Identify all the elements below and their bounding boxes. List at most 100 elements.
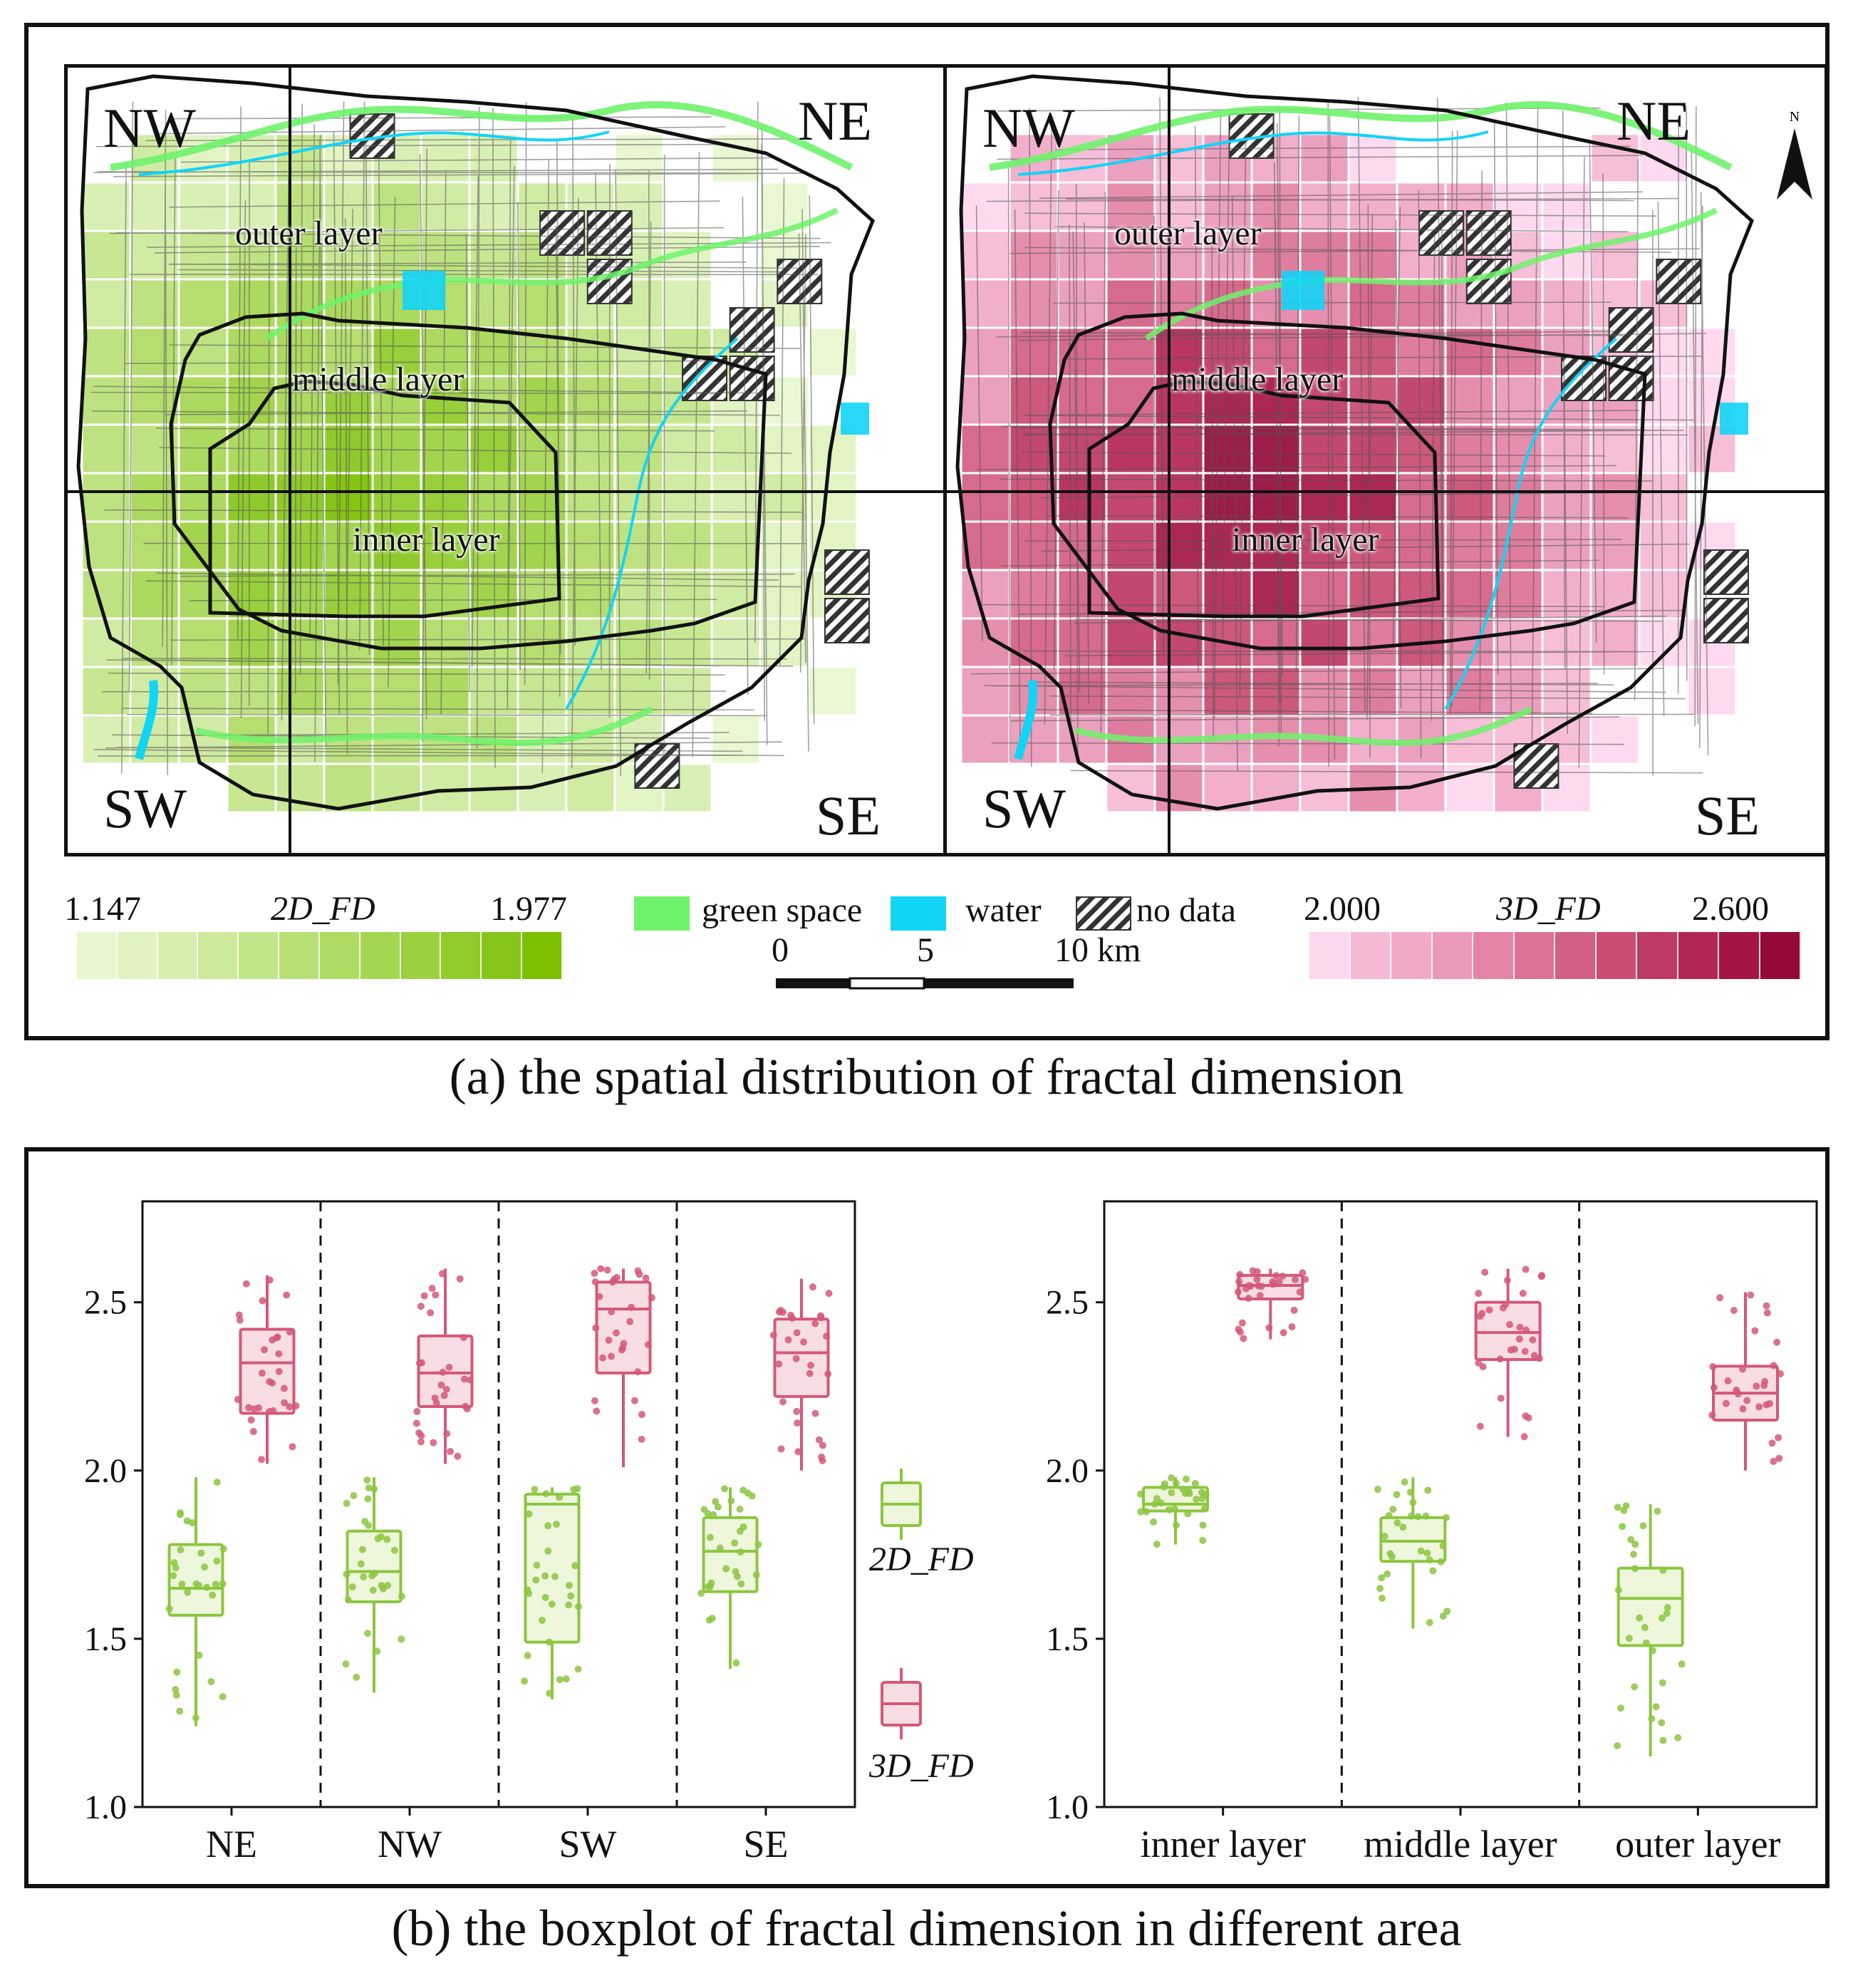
no-data-cell	[824, 598, 870, 643]
3D_FD-point	[1236, 1270, 1244, 1278]
2D_FD-point	[1659, 1566, 1667, 1574]
grid-cell	[1057, 181, 1108, 232]
grid-cell	[1589, 617, 1641, 668]
2D_FD-point	[1631, 1541, 1639, 1548]
grid-cell	[420, 617, 471, 668]
grid-cell	[468, 617, 519, 668]
2D_FD-point	[342, 1660, 350, 1668]
2D_FD-point	[732, 1659, 740, 1667]
grid-cell	[177, 569, 229, 620]
road-segment	[440, 170, 447, 715]
2D_FD-point	[1631, 1683, 1639, 1691]
2D_FD-point	[571, 1562, 579, 1570]
2D_FD-point	[1389, 1506, 1397, 1513]
3D_FD-point	[769, 1331, 777, 1339]
3D_FD-point	[648, 1294, 655, 1302]
ramp-class-2	[1391, 932, 1433, 979]
x-tick-label: NW	[378, 1823, 442, 1865]
3D_FD-point	[1733, 1388, 1740, 1396]
3D_FD-point	[1485, 1306, 1493, 1314]
road-segment	[165, 732, 730, 736]
road-segment	[571, 198, 579, 769]
2D_FD-point	[544, 1547, 552, 1555]
3D_FD-point	[1234, 1288, 1242, 1295]
2D_FD-point	[706, 1533, 714, 1541]
3D_FD-point	[1775, 1454, 1783, 1462]
3D_FD-point	[1296, 1288, 1304, 1296]
2D_FD-point	[525, 1510, 533, 1518]
grid-cell	[1444, 375, 1495, 426]
road-segment	[109, 227, 724, 234]
road-segment	[1046, 514, 1629, 519]
grid-cell	[420, 423, 471, 475]
grid-cell	[177, 229, 229, 281]
ramp-class-6	[319, 932, 360, 979]
road-segment	[1021, 451, 1607, 457]
2D_FD-point	[737, 1580, 745, 1588]
2D_FD-point	[1658, 1614, 1666, 1622]
road-segment	[1276, 123, 1283, 675]
road-segment	[169, 344, 801, 349]
scale-label-10: 10 km	[1054, 931, 1141, 969]
3D_FD-point	[1522, 1326, 1530, 1334]
2D_FD-point	[201, 1563, 209, 1571]
road-segment	[984, 685, 1666, 693]
grid-cell	[371, 423, 422, 475]
quadrant-label-nw: NW	[982, 97, 1075, 159]
2D_FD-point	[1658, 1719, 1666, 1726]
outer-layer-label: outer layer	[1114, 214, 1262, 252]
quadrant-label-se: SE	[816, 785, 881, 847]
2D_FD-point	[370, 1485, 378, 1493]
fd2-legend-key-icon	[881, 1469, 922, 1540]
ramp-class-2	[157, 932, 199, 979]
2D_FD-point	[398, 1635, 405, 1643]
grid-cell	[420, 520, 471, 571]
river-line	[1444, 337, 1618, 710]
road-segment	[1074, 618, 1663, 622]
fd3-legend-title: 3D_FD	[1496, 890, 1601, 928]
2D_FD-point	[1417, 1547, 1425, 1555]
2D_FD-point	[704, 1510, 712, 1518]
grid-cell	[1202, 181, 1253, 232]
2D_FD-point	[1384, 1570, 1391, 1578]
ramp-class-11	[522, 932, 563, 979]
3D_FD-point	[598, 1354, 606, 1362]
3D_FD-point	[1279, 1273, 1287, 1280]
3D_FD-point	[1716, 1294, 1724, 1302]
road-segment	[1578, 156, 1585, 768]
3D_FD-point	[777, 1445, 785, 1453]
3D_FD-point	[597, 1265, 605, 1273]
3D_FD-point	[431, 1394, 439, 1402]
no-data-label: no data	[1136, 891, 1236, 929]
3D_FD-point	[1299, 1269, 1307, 1277]
grid-cell	[807, 326, 858, 378]
grid-cell	[81, 229, 132, 281]
boxplot-by-quadrant: 1.0 1.5 2.0 2.5 NE NW SW SE	[84, 1200, 856, 1865]
boxplot-by-layer: 1.0 1.5 2.0 2.5 inner layer middle layer outer…	[1046, 1200, 1818, 1865]
grid-cell	[1057, 229, 1108, 281]
grid-cell	[1347, 326, 1398, 378]
grid-cell	[177, 326, 229, 378]
3D_FD-point	[793, 1329, 801, 1337]
3D_FD-point	[603, 1266, 611, 1274]
road-segment	[170, 263, 799, 269]
road-segment	[237, 106, 242, 639]
2D_FD-point	[1439, 1542, 1447, 1550]
grid-cell	[1493, 375, 1544, 426]
grid-cell	[1057, 423, 1108, 475]
3D_FD-point	[462, 1402, 469, 1410]
grid-cell	[1008, 181, 1059, 232]
road-segment	[798, 233, 806, 663]
2D_FD-point	[209, 1591, 217, 1599]
road-segment	[1034, 681, 1614, 686]
grid-cell	[662, 278, 713, 329]
grid-cell	[1686, 666, 1738, 717]
2D_FD-point	[383, 1536, 391, 1543]
2D_FD-point	[1184, 1510, 1192, 1518]
2D_FD-point	[1630, 1550, 1638, 1558]
road-segment	[645, 222, 652, 674]
3D_FD-point	[1773, 1338, 1781, 1346]
ramp-class-7	[360, 932, 401, 979]
y-tick-label: 2.0	[84, 1452, 127, 1490]
2D_FD-point	[722, 1565, 730, 1573]
